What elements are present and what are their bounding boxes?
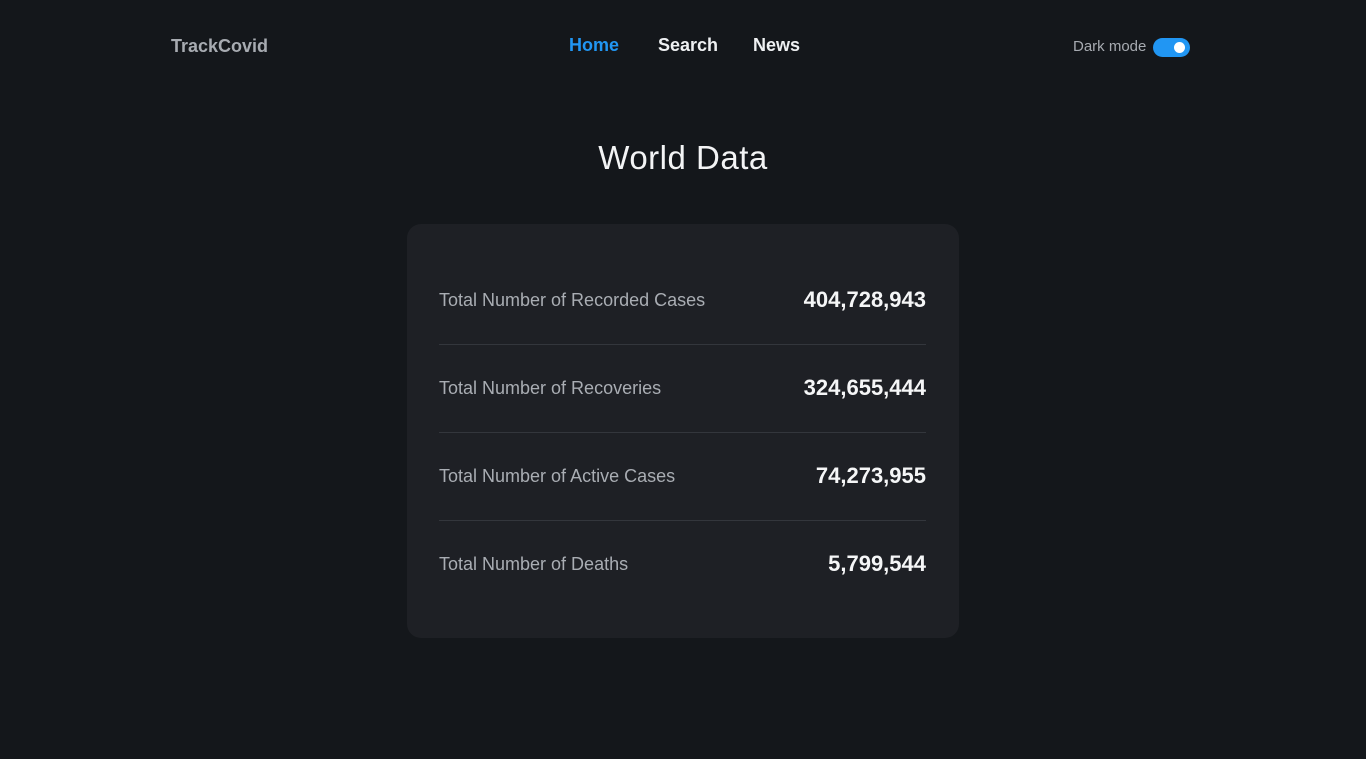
nav-link-home[interactable]: Home [569,35,620,55]
stat-label: Total Number of Recoveries [439,378,662,398]
brand-logo[interactable]: TrackCovid [171,36,269,56]
toggle-knob [1174,41,1186,53]
dark-mode-control: Dark mode [1073,36,1191,58]
stat-value: 324,655,444 [803,375,926,400]
stat-label: Total Number of Recorded Cases [439,290,706,310]
nav-link-news[interactable]: News [753,35,801,55]
dark-mode-toggle[interactable] [1153,37,1191,57]
dark-mode-label: Dark mode [1073,38,1147,55]
stat-value: 74,273,955 [815,463,926,488]
stat-row-recorded-cases: Total Number of Recorded Cases 404,728,9… [439,256,926,345]
stat-row-deaths: Total Number of Deaths 5,799,544 [439,520,926,608]
stat-label: Total Number of Deaths [439,554,629,574]
stat-row-active-cases: Total Number of Active Cases 74,273,955 [439,432,926,521]
stat-value: 404,728,943 [803,287,926,312]
stat-row-recoveries: Total Number of Recoveries 324,655,444 [439,344,926,433]
navbar: TrackCovid Home Search News Dark mode [0,0,1366,92]
stat-label: Total Number of Active Cases [439,466,676,486]
world-stats-card: Total Number of Recorded Cases 404,728,9… [407,224,959,638]
stat-value: 5,799,544 [828,551,926,576]
nav-link-search[interactable]: Search [658,35,719,55]
page-title: World Data [598,139,768,176]
